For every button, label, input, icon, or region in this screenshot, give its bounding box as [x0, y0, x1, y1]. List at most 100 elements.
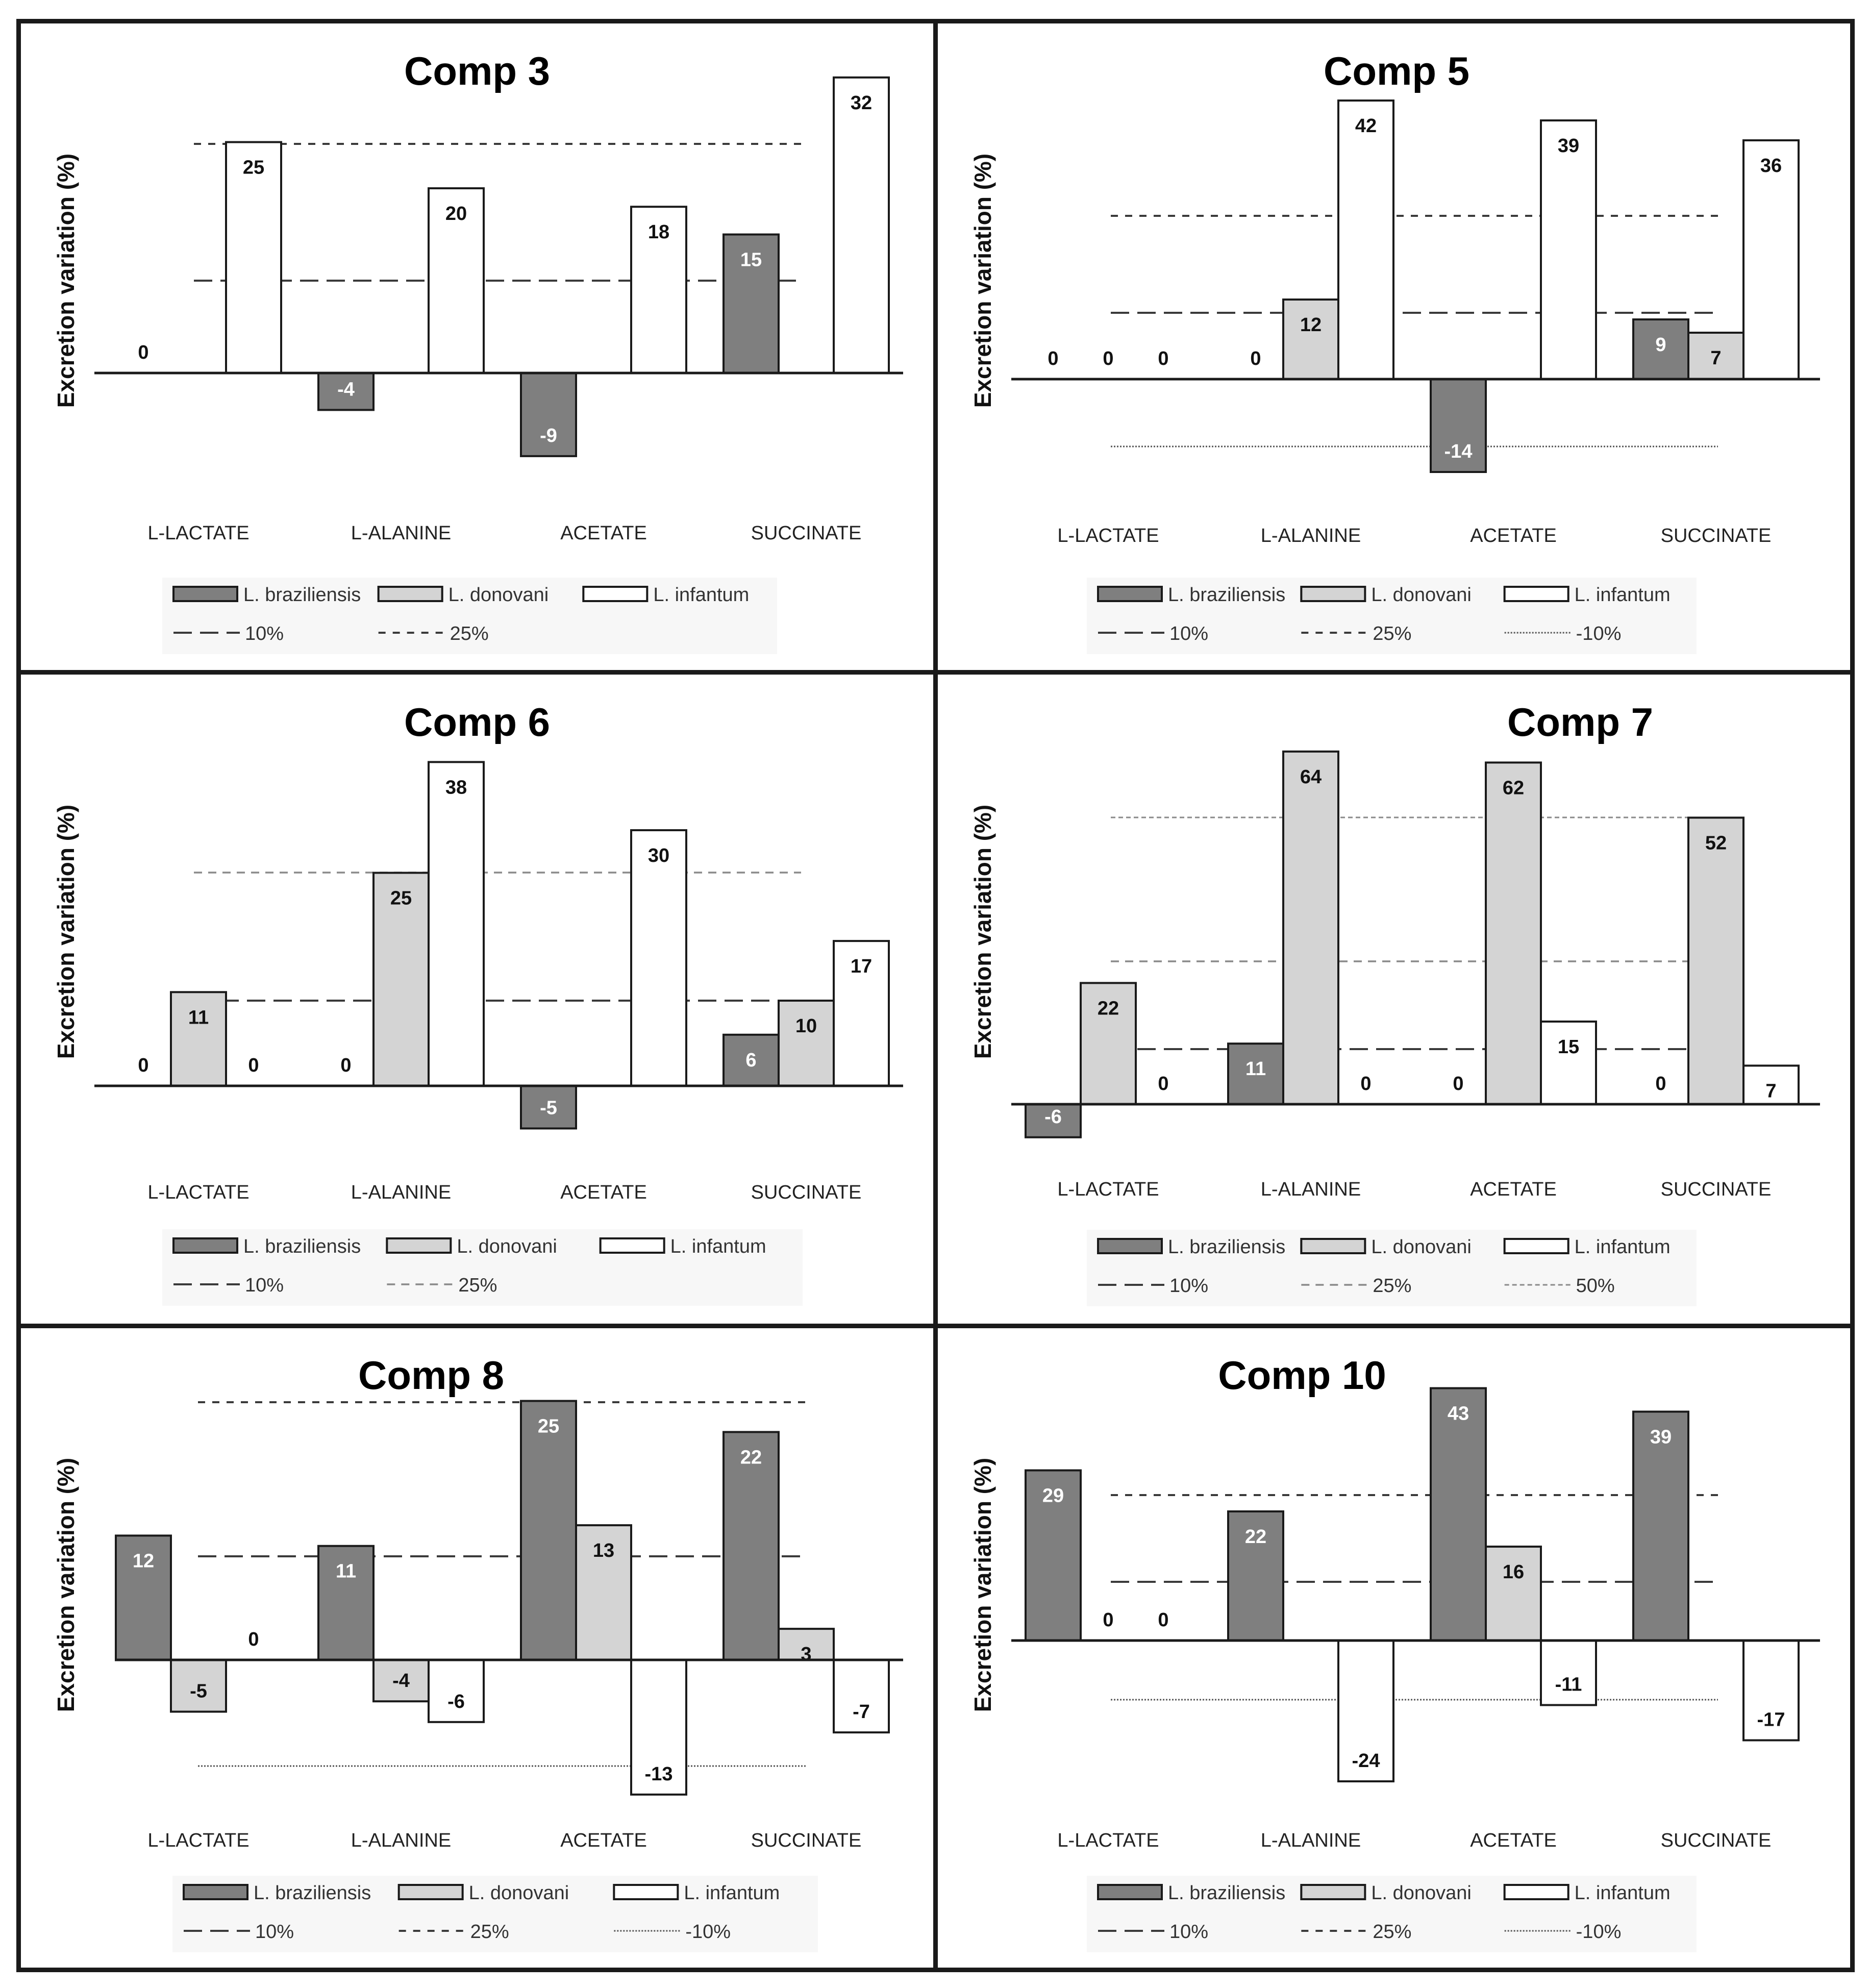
bar-donovani-acetate: [1485, 761, 1542, 1105]
bar-braziliensis-acetate: [1430, 1387, 1487, 1642]
data-label: 22: [1245, 1526, 1266, 1548]
x-tick-label: L-ALANINE: [351, 523, 451, 544]
data-label: 11: [188, 1007, 209, 1028]
legend-swatch: [397, 1884, 464, 1900]
bar-infantum-l-alanine: [1337, 1639, 1394, 1782]
legend: [162, 578, 777, 654]
legend-label: L. infantum: [1575, 1882, 1671, 1904]
data-label: 12: [133, 1550, 154, 1572]
bar-donovani-l-lactate: [1080, 982, 1137, 1106]
bar-donovani-l-alanine: [1282, 299, 1339, 380]
y-axis-label: Excretion variation (%): [53, 805, 79, 1059]
legend-label: L. infantum: [1575, 1236, 1671, 1258]
data-label: 43: [1448, 1403, 1469, 1425]
legend: [172, 1876, 818, 1952]
legend-label: L. braziliensis: [243, 1236, 361, 1257]
data-label: -9: [540, 425, 557, 446]
data-label: 25: [538, 1416, 559, 1437]
legend-line-label: 10%: [1169, 1275, 1208, 1297]
data-label: 25: [243, 157, 264, 179]
data-label: 0: [1103, 1609, 1113, 1631]
bar-infantum-succinate: [833, 940, 890, 1087]
chart-1: Comp 3 Excretion variation (%) 0 25 L-LACTAT…: [53, 48, 903, 654]
bar-infantum-l-lactate: [225, 141, 282, 374]
data-label: -4: [392, 1670, 410, 1692]
legend-line-label: 25%: [1373, 1275, 1411, 1297]
data-label: 25: [390, 888, 412, 909]
legend-swatch: [1503, 586, 1569, 602]
x-tick-label: L-LACTATE: [1057, 1830, 1159, 1851]
legend: [1087, 1230, 1697, 1306]
legend-swatch: [1097, 1884, 1163, 1900]
data-label: 17: [851, 956, 872, 977]
legend: [1087, 1876, 1697, 1952]
bar-braziliensis-succinate: [722, 1033, 780, 1087]
data-label: 7: [1765, 1080, 1776, 1102]
legend-label: L. braziliensis: [1168, 584, 1285, 606]
legend-label: L. braziliensis: [1168, 1882, 1285, 1904]
bar-braziliensis-acetate: [520, 1400, 577, 1661]
data-label: 10: [795, 1015, 817, 1037]
chart-2: Comp 5 Excretion variation (%) 0 0 0 L-LACTAT…: [969, 48, 1820, 654]
bar-braziliensis-l-alanine: [317, 1545, 375, 1661]
legend-line-label: 10%: [1169, 623, 1208, 644]
chart-title: Comp 7: [1507, 700, 1653, 744]
data-label: 32: [851, 92, 872, 114]
data-label: 36: [1760, 155, 1782, 177]
data-label: 0: [1360, 1073, 1371, 1095]
data-label: -5: [540, 1098, 557, 1119]
x-tick-label: ACETATE: [560, 1182, 647, 1203]
legend-swatch: [172, 1237, 238, 1254]
data-label: 16: [1503, 1561, 1524, 1583]
x-tick-label: L-LACTATE: [147, 523, 249, 544]
chart-title: Comp 5: [1324, 48, 1469, 93]
legend-swatch: [1300, 1884, 1366, 1900]
chart-6: Comp 10 Excretion variation (%) 29 0 0 L-LACT…: [969, 1353, 1820, 1952]
bar-donovani-l-alanine: [1282, 750, 1339, 1106]
legend-swatch: [1300, 1238, 1366, 1254]
x-tick-label: L-LACTATE: [147, 1830, 249, 1851]
chart-4: Comp 7 Excretion variation (%) -6 22 0 L-LACT…: [969, 700, 1820, 1306]
y-axis-label: Excretion variation (%): [969, 154, 996, 408]
bar-donovani-l-lactate: [170, 991, 227, 1087]
data-label: 0: [138, 342, 148, 363]
bar-donovani-l-lactate: [170, 1659, 227, 1713]
chart-title: Comp 10: [1218, 1353, 1386, 1398]
legend-line-label: 25%: [1373, 623, 1411, 644]
data-label: 6: [745, 1050, 756, 1071]
data-label: -5: [190, 1681, 207, 1702]
legend-swatch: [582, 586, 649, 602]
data-label: 9: [1655, 334, 1666, 356]
data-label: 0: [1250, 348, 1261, 369]
x-tick-label: ACETATE: [560, 1830, 647, 1851]
data-label: 42: [1355, 115, 1377, 137]
legend-label: L. infantum: [684, 1882, 780, 1904]
x-tick-label: ACETATE: [560, 523, 647, 544]
data-label: 0: [248, 1055, 259, 1076]
data-label: 39: [1650, 1427, 1672, 1448]
data-label: 0: [1158, 1609, 1168, 1631]
x-tick-label: ACETATE: [1470, 525, 1557, 546]
legend-label: L. donovani: [457, 1236, 557, 1257]
bar-braziliensis-acetate: [1430, 378, 1487, 473]
legend-line-label: 25%: [470, 1921, 509, 1943]
chart-title: Comp 3: [404, 48, 550, 93]
data-label: 0: [1158, 348, 1168, 369]
legend-line-label: 10%: [245, 1275, 284, 1296]
bar-donovani-l-alanine: [372, 1659, 430, 1703]
x-tick-label: SUCCINATE: [1661, 1830, 1772, 1851]
data-label: 38: [445, 777, 467, 798]
chart-title: Comp 8: [358, 1353, 504, 1398]
bar-braziliensis-l-alanine: [317, 372, 375, 411]
bar-braziliensis-l-lactate: [1025, 1469, 1082, 1642]
data-label: -6: [1044, 1106, 1062, 1128]
x-tick-label: L-ALANINE: [1261, 525, 1361, 546]
legend-swatch: [183, 1884, 248, 1900]
bar-braziliensis-succinate: [722, 1431, 780, 1661]
data-label: -14: [1444, 441, 1473, 462]
x-tick-label: ACETATE: [1470, 1179, 1557, 1200]
x-tick-label: SUCCINATE: [751, 523, 862, 544]
x-tick-label: L-LACTATE: [147, 1182, 249, 1203]
legend-swatch: [1300, 586, 1366, 602]
